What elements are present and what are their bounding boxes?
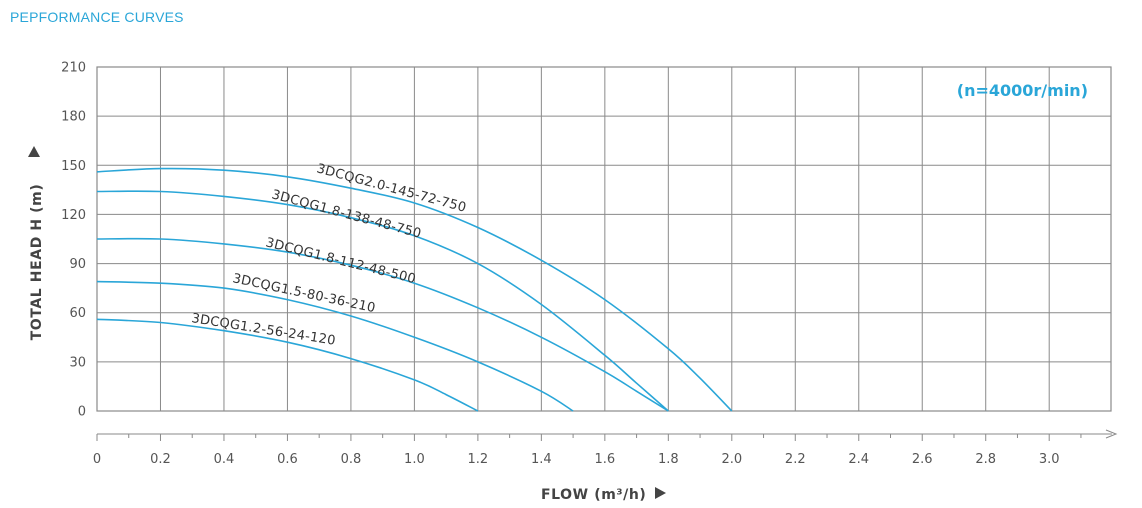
x-tick-label: 1.0 (404, 452, 425, 467)
series-curve (96, 190, 669, 412)
x-axis-label: FLOW (m³/h) (541, 487, 646, 503)
curve-labels: 3DCQG2.0-145-72-7503DCQG1.8-138-48-7503D… (190, 161, 467, 348)
x-tick-label: 1.4 (531, 452, 552, 467)
series-curve (96, 318, 479, 412)
y-tick-label: 0 (78, 405, 86, 420)
x-tick-label: 0.8 (341, 452, 362, 467)
x-tick-label: 0 (93, 452, 101, 467)
chart-grid (96, 66, 1112, 412)
x-tick-label: 0.2 (150, 452, 171, 467)
y-tick-label: 60 (69, 306, 86, 321)
x-tick-label: 0.4 (214, 452, 235, 467)
x-axis-arrow-icon (655, 487, 666, 499)
x-axis-arrowhead-icon (1105, 429, 1118, 439)
y-tick-label: 120 (61, 208, 86, 223)
x-tick-label: 2.4 (848, 452, 869, 467)
y-tick-label: 180 (61, 110, 86, 125)
x-tick-label: 2.6 (912, 452, 933, 467)
y-tick-label: 210 (61, 61, 86, 76)
y-axis-arrow-icon (28, 146, 40, 157)
series-curve (96, 237, 669, 412)
x-tick-label: 0.6 (277, 452, 298, 467)
page-title: PEPFORMANCE CURVES (10, 9, 184, 25)
y-axis-label: TOTAL HEAD H (m) (29, 184, 45, 341)
y-tick-label: 150 (61, 159, 86, 174)
y-axis-ticks: 0 30 60 90 120 150 180 210 (61, 61, 86, 420)
speed-annotation: (n=4000r/min) (957, 81, 1088, 100)
plot-frame (96, 66, 1112, 412)
x-tick-label: 2.8 (975, 452, 996, 467)
x-axis: 0 0.2 0.4 0.6 0.8 1.0 1.2 1.4 1.6 1.8 2.0 2.2 2.4 2.6… (93, 429, 1118, 467)
x-tick-label: 1.2 (468, 452, 489, 467)
y-tick-label: 90 (69, 257, 86, 272)
curve-label: 3DCQG1.2-56-24-120 (190, 311, 336, 349)
series-curve (96, 167, 733, 412)
x-tick-label: 2.2 (785, 452, 806, 467)
curves (96, 167, 733, 412)
x-tick-label: 2.0 (721, 452, 742, 467)
series-curve (96, 280, 574, 412)
curve-label: 3DCQG1.5-80-36-210 (231, 271, 377, 316)
y-tick-label: 30 (69, 355, 86, 370)
x-tick-label: 1.6 (594, 452, 615, 467)
x-tick-label: 3.0 (1039, 452, 1060, 467)
x-tick-label: 1.8 (658, 452, 679, 467)
